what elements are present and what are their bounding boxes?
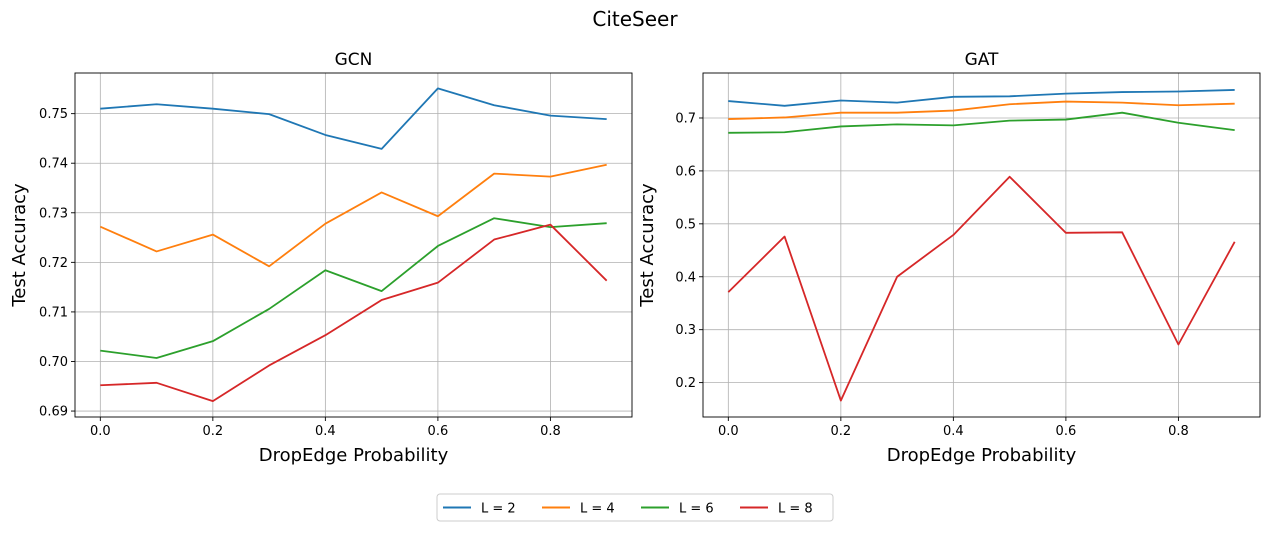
series-line (100, 217, 607, 359)
x-tick-label: 0.2 (202, 424, 223, 439)
x-tick-label: 0.4 (943, 424, 964, 439)
y-tick-label: 0.5 (675, 217, 696, 232)
chart-gat: 0.0 0.2 0.4 0.6 0.8 0.2 0.3 0.4 0.5 0.6 0.7 GAT Drop… (637, 50, 1261, 466)
x-tick-label: 0.8 (540, 424, 561, 439)
x-tick-label: 0.8 (1168, 424, 1189, 439)
y-tick-label: 0.2 (675, 376, 696, 391)
y-tick-label: 0.75 (39, 107, 68, 122)
legend-label: L = 2 (481, 502, 516, 517)
series-line (728, 111, 1235, 134)
y-tick-label: 0.3 (675, 323, 696, 338)
series-line (727, 175, 1236, 402)
y-tick-label: 0.72 (39, 256, 68, 271)
legend-label: L = 4 (580, 502, 615, 517)
y-tick-label: 0.7 (675, 111, 696, 126)
x-tick-label: 0.0 (90, 424, 111, 439)
legend-label: L = 8 (778, 502, 813, 517)
y-axis-label: Test Accuracy (637, 183, 658, 308)
x-tick-label: 0.6 (1056, 424, 1077, 439)
series-line (100, 223, 608, 403)
x-tick-label: 0.6 (428, 424, 449, 439)
chart-title: GCN (335, 50, 373, 70)
series-line (99, 163, 607, 268)
series-line (100, 87, 607, 150)
figure-suptitle: CiteSeer (592, 7, 678, 31)
legend-box (436, 493, 834, 522)
y-tick-label: 0.6 (675, 164, 696, 179)
x-tick-label: 0.4 (315, 424, 336, 439)
y-tick-label: 0.71 (39, 305, 68, 320)
series-line (728, 100, 1235, 120)
plot-frame (74, 72, 633, 418)
y-tick-label: 0.73 (39, 206, 68, 221)
y-tick-label: 0.4 (675, 270, 696, 285)
x-tick-label: 0.2 (830, 424, 851, 439)
plot-frame (702, 72, 1261, 418)
y-tick-label: 0.69 (39, 405, 68, 420)
x-tick-label: 0.0 (718, 424, 739, 439)
x-axis-label: DropEdge Probability (887, 445, 1077, 466)
legend: L = 2 L = 4 L = 6 L = 8 (436, 493, 834, 522)
y-tick-label: 0.70 (39, 355, 68, 370)
y-tick-label: 0.74 (39, 157, 68, 172)
x-axis-label: DropEdge Probability (259, 445, 449, 466)
y-axis-label: Test Accuracy (9, 183, 30, 308)
chart-title: GAT (965, 50, 999, 70)
chart-gcn: 0.0 0.2 0.4 0.6 0.8 0.69 0.70 0.71 0.72 0.73 0.74 0… (9, 50, 633, 466)
legend-label: L = 6 (679, 502, 714, 517)
series-line (728, 89, 1235, 107)
